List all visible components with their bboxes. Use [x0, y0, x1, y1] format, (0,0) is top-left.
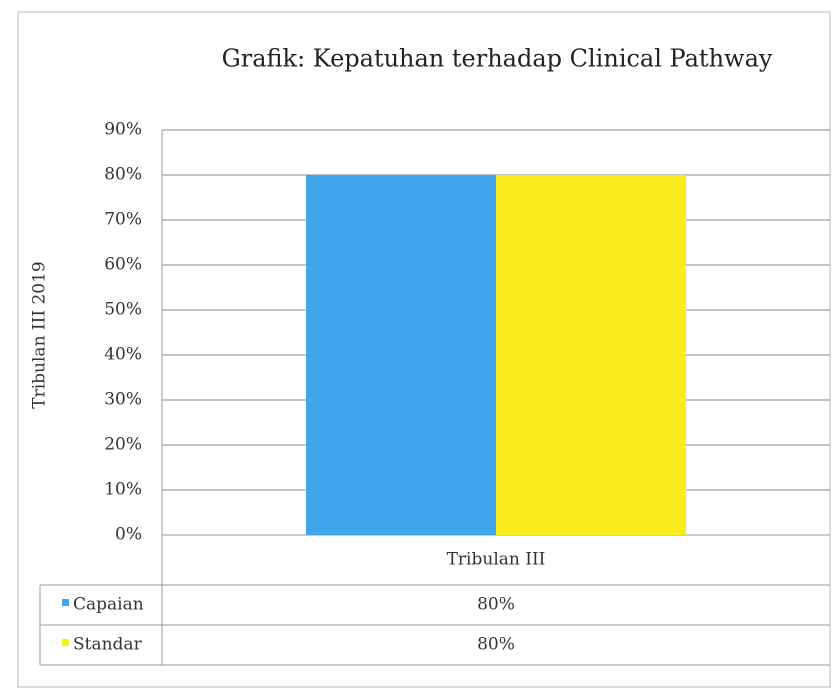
legend-label: Standar [73, 635, 143, 655]
y-tick-label: 90% [104, 120, 142, 140]
y-tick-label: 0% [115, 525, 142, 545]
y-tick-label: 80% [104, 165, 142, 185]
y-tick-label: 40% [104, 345, 142, 365]
y-tick-label: 20% [104, 435, 142, 455]
legend-key [62, 599, 69, 606]
legend-label: Capaian [73, 595, 144, 615]
table-value: 80% [477, 635, 515, 655]
y-tick-label: 30% [104, 390, 142, 410]
bar [306, 175, 496, 535]
chart-title: Grafik: Kepatuhan terhadap Clinical Path… [222, 45, 773, 73]
x-tick-label: Tribulan III [447, 550, 546, 570]
y-tick-label: 50% [104, 300, 142, 320]
y-tick-label: 70% [104, 210, 142, 230]
legend-key [62, 639, 69, 646]
y-tick-label: 10% [104, 480, 142, 500]
frame [17, 11, 831, 688]
y-tick-label: 60% [104, 255, 142, 275]
table-value: 80% [477, 595, 515, 615]
y-axis-label: Tribulan III 2019 [30, 261, 50, 408]
bar [496, 175, 686, 535]
